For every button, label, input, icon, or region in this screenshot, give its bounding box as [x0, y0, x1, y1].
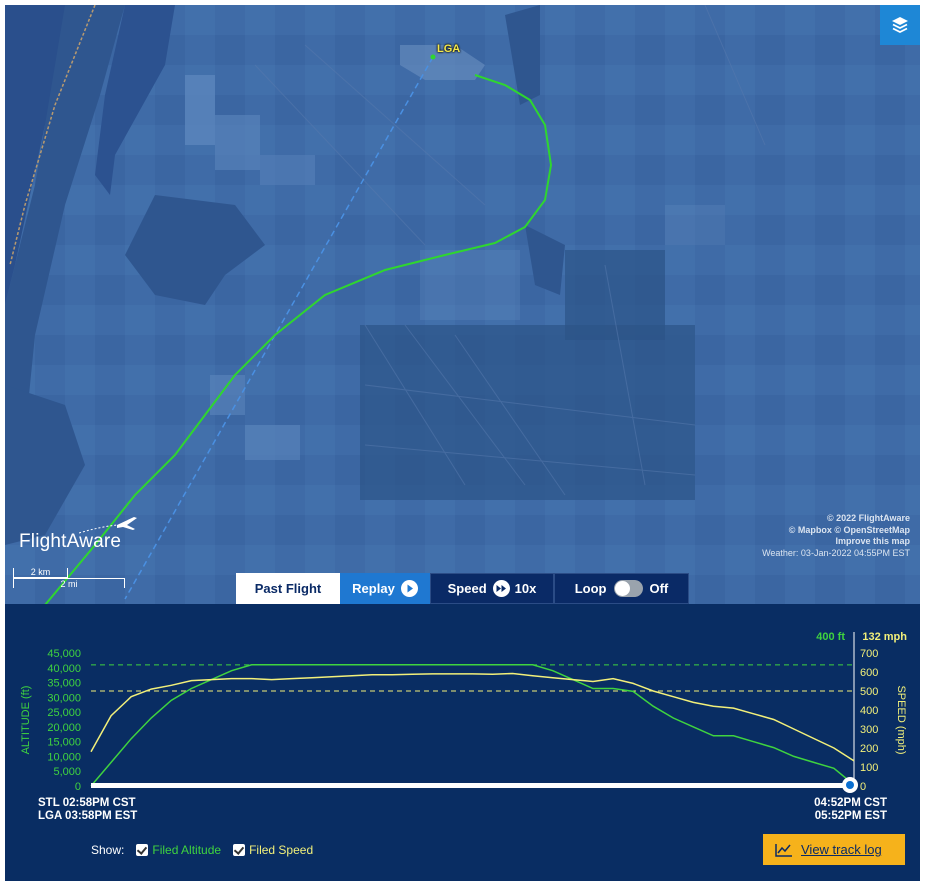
loop-value: Off — [649, 581, 669, 596]
filed-altitude-label[interactable]: Filed Altitude — [152, 843, 222, 857]
loop-toggle[interactable]: Loop Off — [554, 573, 689, 604]
tab-past-flight[interactable]: Past Flight — [236, 573, 340, 604]
fast-forward-icon — [492, 580, 510, 597]
filed-altitude-checkbox[interactable] — [136, 844, 149, 856]
y-right-tick-label: 500 — [860, 686, 878, 698]
speed-label: Speed — [447, 581, 487, 596]
past-flight-label: Past Flight — [254, 581, 322, 596]
y-left-tick-label: 10,000 — [47, 751, 81, 763]
speed-series-line — [90, 672, 855, 762]
y-left-tick-label: 20,000 — [47, 722, 81, 734]
y-left-tick-label: 5,000 — [53, 766, 81, 778]
scale-mi: 2 mi — [13, 578, 125, 589]
y-right-tick-label: 100 — [860, 762, 878, 774]
y-right-tick-label: 700 — [860, 648, 878, 660]
altitude-speed-graph: 45,000 40,000 35,000 30,000 25,000 20,000 15,0… — [5, 604, 920, 881]
altitude-series-line — [90, 664, 855, 787]
y-left-tick-label: 30,000 — [47, 692, 81, 704]
y-left-tick-label: 15,000 — [47, 737, 81, 749]
airport-label-lga[interactable]: LGA — [437, 43, 461, 55]
planned-route — [124, 56, 434, 600]
y-right-tick-label: 300 — [860, 724, 878, 736]
replay-button[interactable]: Replay — [340, 573, 430, 604]
departure-time-cst: STL 02:58PM CST — [38, 797, 136, 809]
y-axis-left-label: ALTITUDE (ft) — [20, 686, 32, 755]
map-scale: 2 km 2 mi — [13, 563, 128, 593]
copyright-mapbox[interactable]: © Mapbox © OpenStreetMap — [788, 524, 910, 535]
view-track-log-label: View track log — [801, 842, 882, 857]
view-track-log-button[interactable]: View track log — [763, 834, 905, 865]
copyright-flightaware[interactable]: © 2022 FlightAware — [827, 513, 910, 523]
y-right-tick-label: 600 — [860, 667, 878, 679]
y-right-tick-label: 400 — [860, 705, 878, 717]
playback-controls: Past Flight Replay Speed 10x Loop Off — [236, 573, 689, 604]
speed-value: 10x — [514, 581, 537, 596]
loop-label: Loop — [574, 581, 607, 596]
map-attribution: © 2022 FlightAware © Mapbox © OpenStreet… — [762, 513, 910, 559]
flight-track — [44, 74, 553, 604]
departure-times: STL 02:58PM CST LGA 03:58PM EST — [38, 797, 137, 823]
filed-speed-checkbox[interactable] — [233, 844, 246, 856]
speed-button[interactable]: Speed 10x — [430, 573, 554, 604]
y-right-tick-label: 0 — [860, 781, 866, 793]
weather-timestamp: Weather: 03-Jan-2022 04:55PM EST — [762, 547, 910, 558]
y-left-tick-label: 25,000 — [47, 707, 81, 719]
scale-km: 2 km — [13, 568, 68, 578]
layers-icon — [892, 17, 908, 34]
current-speed: 132 mph — [862, 631, 907, 643]
airport-marker — [430, 54, 436, 60]
graph-canvas[interactable]: 45,000 40,000 35,000 30,000 25,000 20,000 15,0… — [5, 604, 920, 804]
replay-label: Replay — [352, 581, 395, 596]
show-options: Show: Filed Altitude Filed Speed — [91, 843, 313, 857]
line-chart-icon — [775, 843, 792, 857]
timeline-track[interactable] — [91, 783, 851, 788]
play-icon — [400, 580, 418, 597]
improve-map-link[interactable]: Improve this map — [835, 536, 910, 546]
y-left-tick-label: 0 — [75, 781, 81, 793]
departure-time-est: LGA 03:58PM EST — [38, 810, 138, 822]
layers-button[interactable] — [880, 5, 920, 45]
flight-map[interactable]: LGA FlightAware 2 km 2 mi © 2022 FlightA… — [5, 5, 920, 604]
y-axis-right-label: SPEED (mph) — [895, 685, 907, 754]
show-label: Show: — [91, 843, 125, 857]
logo-text: FlightAware — [19, 531, 122, 552]
arrival-times: 04:52PM CST 05:52PM EST — [814, 797, 887, 823]
filed-speed-label[interactable]: Filed Speed — [249, 843, 314, 857]
map-canvas[interactable] — [5, 5, 920, 604]
plane-icon — [79, 517, 137, 534]
y-right-tick-label: 200 — [860, 743, 878, 755]
arrival-time-est: 05:52PM EST — [814, 810, 887, 822]
y-left-tick-label: 40,000 — [47, 663, 81, 675]
flightaware-logo: FlightAware — [19, 517, 137, 553]
current-altitude: 400 ft — [816, 631, 845, 643]
arrival-time-cst: 04:52PM CST — [814, 797, 887, 809]
y-left-tick-label: 35,000 — [47, 678, 81, 690]
y-left-tick-label: 45,000 — [47, 648, 81, 660]
timeline-handle-dot — [846, 781, 854, 789]
toggle-switch[interactable] — [614, 580, 644, 597]
